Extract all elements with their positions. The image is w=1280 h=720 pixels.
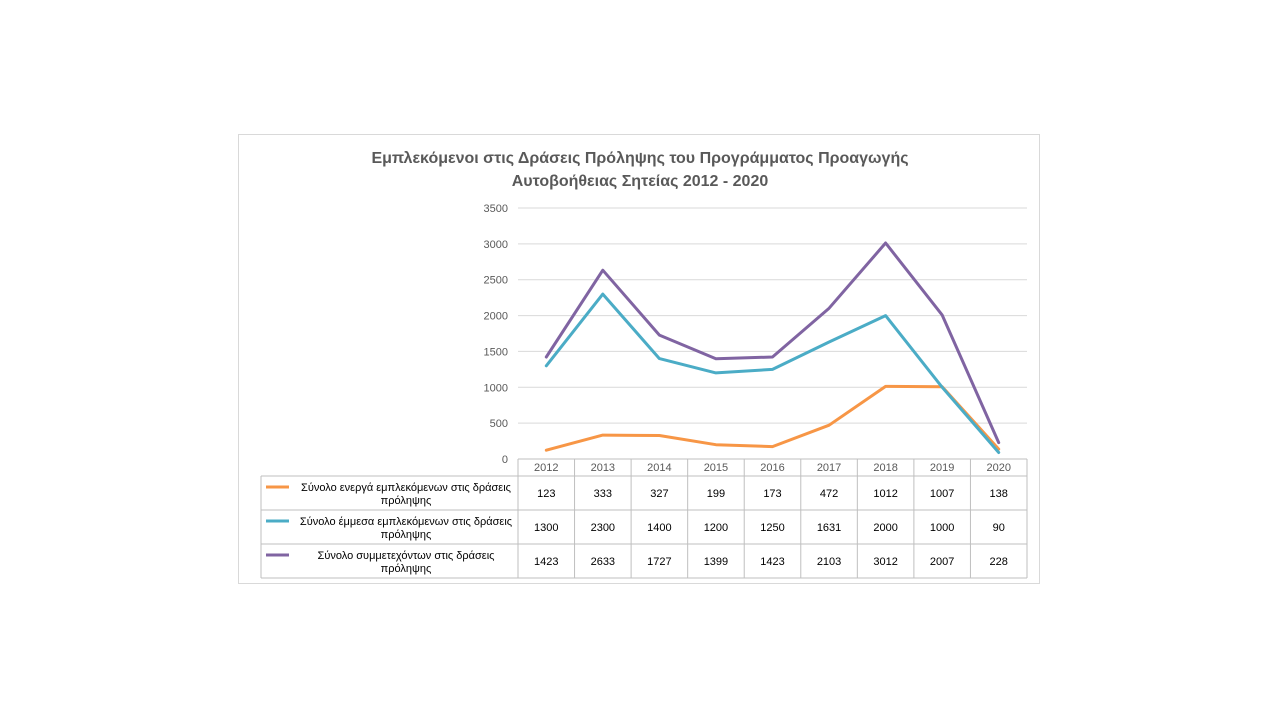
table-cell-value: 138 bbox=[990, 488, 1008, 500]
table-cell-value: 3012 bbox=[873, 556, 897, 568]
table-cell-value: 1423 bbox=[534, 556, 558, 568]
table-cell-value: 2633 bbox=[591, 556, 615, 568]
legend-label-2-line-2: πρόληψης bbox=[381, 529, 432, 541]
y-tick-label: 1500 bbox=[484, 346, 508, 358]
y-axis-ticks: 0 500 1000 1500 2000 2500 3000 3500 bbox=[484, 203, 508, 466]
table-cell-value: 1399 bbox=[704, 556, 728, 568]
series-line-2 bbox=[544, 292, 1001, 454]
chart-title-line-1: Εμπλεκόμενοι στις Δράσεις Πρόληψης του Π… bbox=[371, 150, 908, 167]
table-cell-value: 2000 bbox=[873, 522, 897, 534]
table-cell-value: 327 bbox=[650, 488, 668, 500]
table-cell-value: 1727 bbox=[647, 556, 671, 568]
legend-label-1-line-2: πρόληψης bbox=[381, 495, 432, 507]
table-cell-value: 2007 bbox=[930, 556, 954, 568]
legend-label-1-line-1: Σύνολο ενεργά εμπλεκόμενων στις δράσεις bbox=[301, 482, 511, 494]
table-cell-value: 472 bbox=[820, 488, 838, 500]
x-tick-label: 2020 bbox=[986, 462, 1010, 474]
legend-label-3-line-1: Σύνολο συμμετεχόντων στις δράσεις bbox=[318, 550, 495, 562]
x-tick-label: 2019 bbox=[930, 462, 954, 474]
table-cell-value: 228 bbox=[990, 556, 1008, 568]
y-tick-label: 3500 bbox=[484, 203, 508, 215]
gridlines bbox=[518, 207, 1027, 424]
table-cell-value: 1300 bbox=[534, 522, 558, 534]
series-line-1 bbox=[544, 384, 1001, 452]
data-table: 2012 2013 2014 2015 2016 2017 2018 2019 2020 Σύνο… bbox=[260, 458, 1028, 579]
y-tick-label: 0 bbox=[502, 454, 508, 466]
table-cell-value: 2300 bbox=[591, 522, 615, 534]
y-tick-label: 1000 bbox=[484, 382, 508, 394]
table-cell-value: 1400 bbox=[647, 522, 671, 534]
x-tick-label: 2016 bbox=[760, 462, 784, 474]
table-cell-value: 2103 bbox=[817, 556, 841, 568]
table-cell-value: 333 bbox=[594, 488, 612, 500]
series-line-3 bbox=[544, 241, 1001, 445]
legend-label-2-line-1: Σύνολο έμμεσα εμπλεκόμενων στις δράσεις bbox=[300, 516, 512, 528]
x-tick-label: 2018 bbox=[873, 462, 897, 474]
table-cell-value: 1007 bbox=[930, 488, 954, 500]
y-tick-label: 500 bbox=[490, 418, 508, 430]
x-tick-label: 2013 bbox=[591, 462, 615, 474]
table-cell-value: 1200 bbox=[704, 522, 728, 534]
y-tick-label: 2500 bbox=[484, 275, 508, 287]
table-cell-value: 90 bbox=[993, 522, 1005, 534]
table-cell-value: 1250 bbox=[760, 522, 784, 534]
table-cell-value: 1012 bbox=[873, 488, 897, 500]
x-tick-label: 2015 bbox=[704, 462, 728, 474]
chart-title: Εμπλεκόμενοι στις Δράσεις Πρόληψης του Π… bbox=[371, 150, 908, 190]
series-lines bbox=[544, 241, 1001, 454]
y-tick-label: 3000 bbox=[484, 239, 508, 251]
chart-container: Εμπλεκόμενοι στις Δράσεις Πρόληψης του Π… bbox=[238, 134, 1040, 584]
x-tick-label: 2012 bbox=[534, 462, 558, 474]
x-tick-label: 2014 bbox=[647, 462, 671, 474]
table-cell-value: 123 bbox=[537, 488, 555, 500]
table-cell-value: 173 bbox=[763, 488, 781, 500]
table-cell-value: 1631 bbox=[817, 522, 841, 534]
table-cell-value: 1423 bbox=[760, 556, 784, 568]
legend-label-3-line-2: πρόληψης bbox=[381, 563, 432, 575]
chart-title-line-2: Αυτοβοήθειας Σητείας 2012 - 2020 bbox=[512, 173, 769, 190]
table-cell-value: 199 bbox=[707, 488, 725, 500]
line-chart: Εμπλεκόμενοι στις Δράσεις Πρόληψης του Π… bbox=[260, 150, 1028, 579]
x-tick-label: 2017 bbox=[817, 462, 841, 474]
table-cell-value: 1000 bbox=[930, 522, 954, 534]
y-tick-label: 2000 bbox=[484, 311, 508, 323]
